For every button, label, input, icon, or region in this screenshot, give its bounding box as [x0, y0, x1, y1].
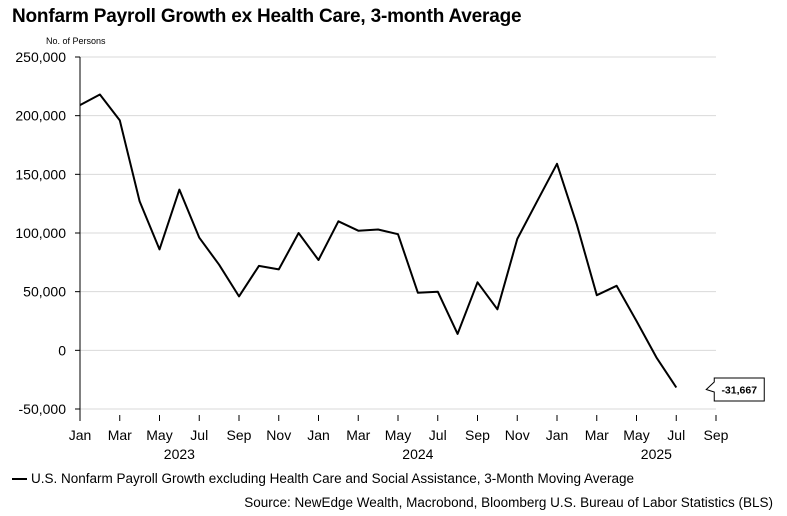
series-line — [79, 93, 678, 389]
x-year-label: 2025 — [641, 446, 672, 462]
y-tick-label: 0 — [58, 342, 66, 358]
y-tick-label: -50,000 — [19, 401, 67, 417]
x-year-label: 2023 — [164, 446, 195, 462]
x-tick-label: Jul — [667, 427, 685, 443]
y-axis: -50,000 0 50,000 100,000 150,000 200,000 250,0… — [15, 49, 81, 421]
y-tick-label: 250,000 — [15, 49, 66, 65]
last-value-callout: -31,667 — [705, 377, 765, 402]
legend: U.S. Nonfarm Payroll Growth excluding He… — [12, 471, 634, 486]
x-tick-label: May — [385, 427, 411, 443]
legend-series-name: U.S. Nonfarm Payroll Growth excluding He… — [31, 471, 635, 486]
x-tick-label: Sep — [465, 427, 490, 443]
x-axis: Jan Mar May Jul Sep Nov Jan Mar May Jul Sep Nov Jan M… — [69, 415, 729, 462]
x-tick-label: Jan — [69, 427, 92, 443]
x-tick-label: May — [623, 427, 649, 443]
x-tick-label: Sep — [227, 427, 252, 443]
callout-box — [705, 377, 765, 402]
y-tick-label: 150,000 — [15, 166, 66, 182]
x-year-label: 2024 — [402, 446, 433, 462]
x-tick-label: Jul — [429, 427, 447, 443]
legend-line-swatch — [12, 477, 27, 480]
x-tick-label: Mar — [108, 427, 132, 443]
y-tick-label: 200,000 — [15, 108, 66, 124]
x-tick-label: Jan — [307, 427, 330, 443]
x-tick-label: Sep — [704, 427, 729, 443]
x-tick-label: May — [146, 427, 172, 443]
y-tick-label: 100,000 — [15, 225, 66, 241]
x-tick-label: Jul — [190, 427, 208, 443]
x-tick-label: Jan — [546, 427, 569, 443]
chart-title: Nonfarm Payroll Growth ex Health Care, 3… — [12, 6, 522, 27]
y-tick-label: 50,000 — [23, 284, 66, 300]
y-axis-label: No. of Persons — [46, 36, 106, 46]
x-tick-label: Mar — [585, 427, 609, 443]
x-tick-label: Nov — [505, 427, 530, 443]
source-note: Source: NewEdge Wealth, Macrobond, Bloom… — [244, 495, 773, 510]
x-tick-label: Mar — [346, 427, 370, 443]
grid-lines — [80, 56, 716, 410]
callout-label: -31,667 — [721, 384, 757, 396]
x-tick-label: Nov — [266, 427, 291, 443]
